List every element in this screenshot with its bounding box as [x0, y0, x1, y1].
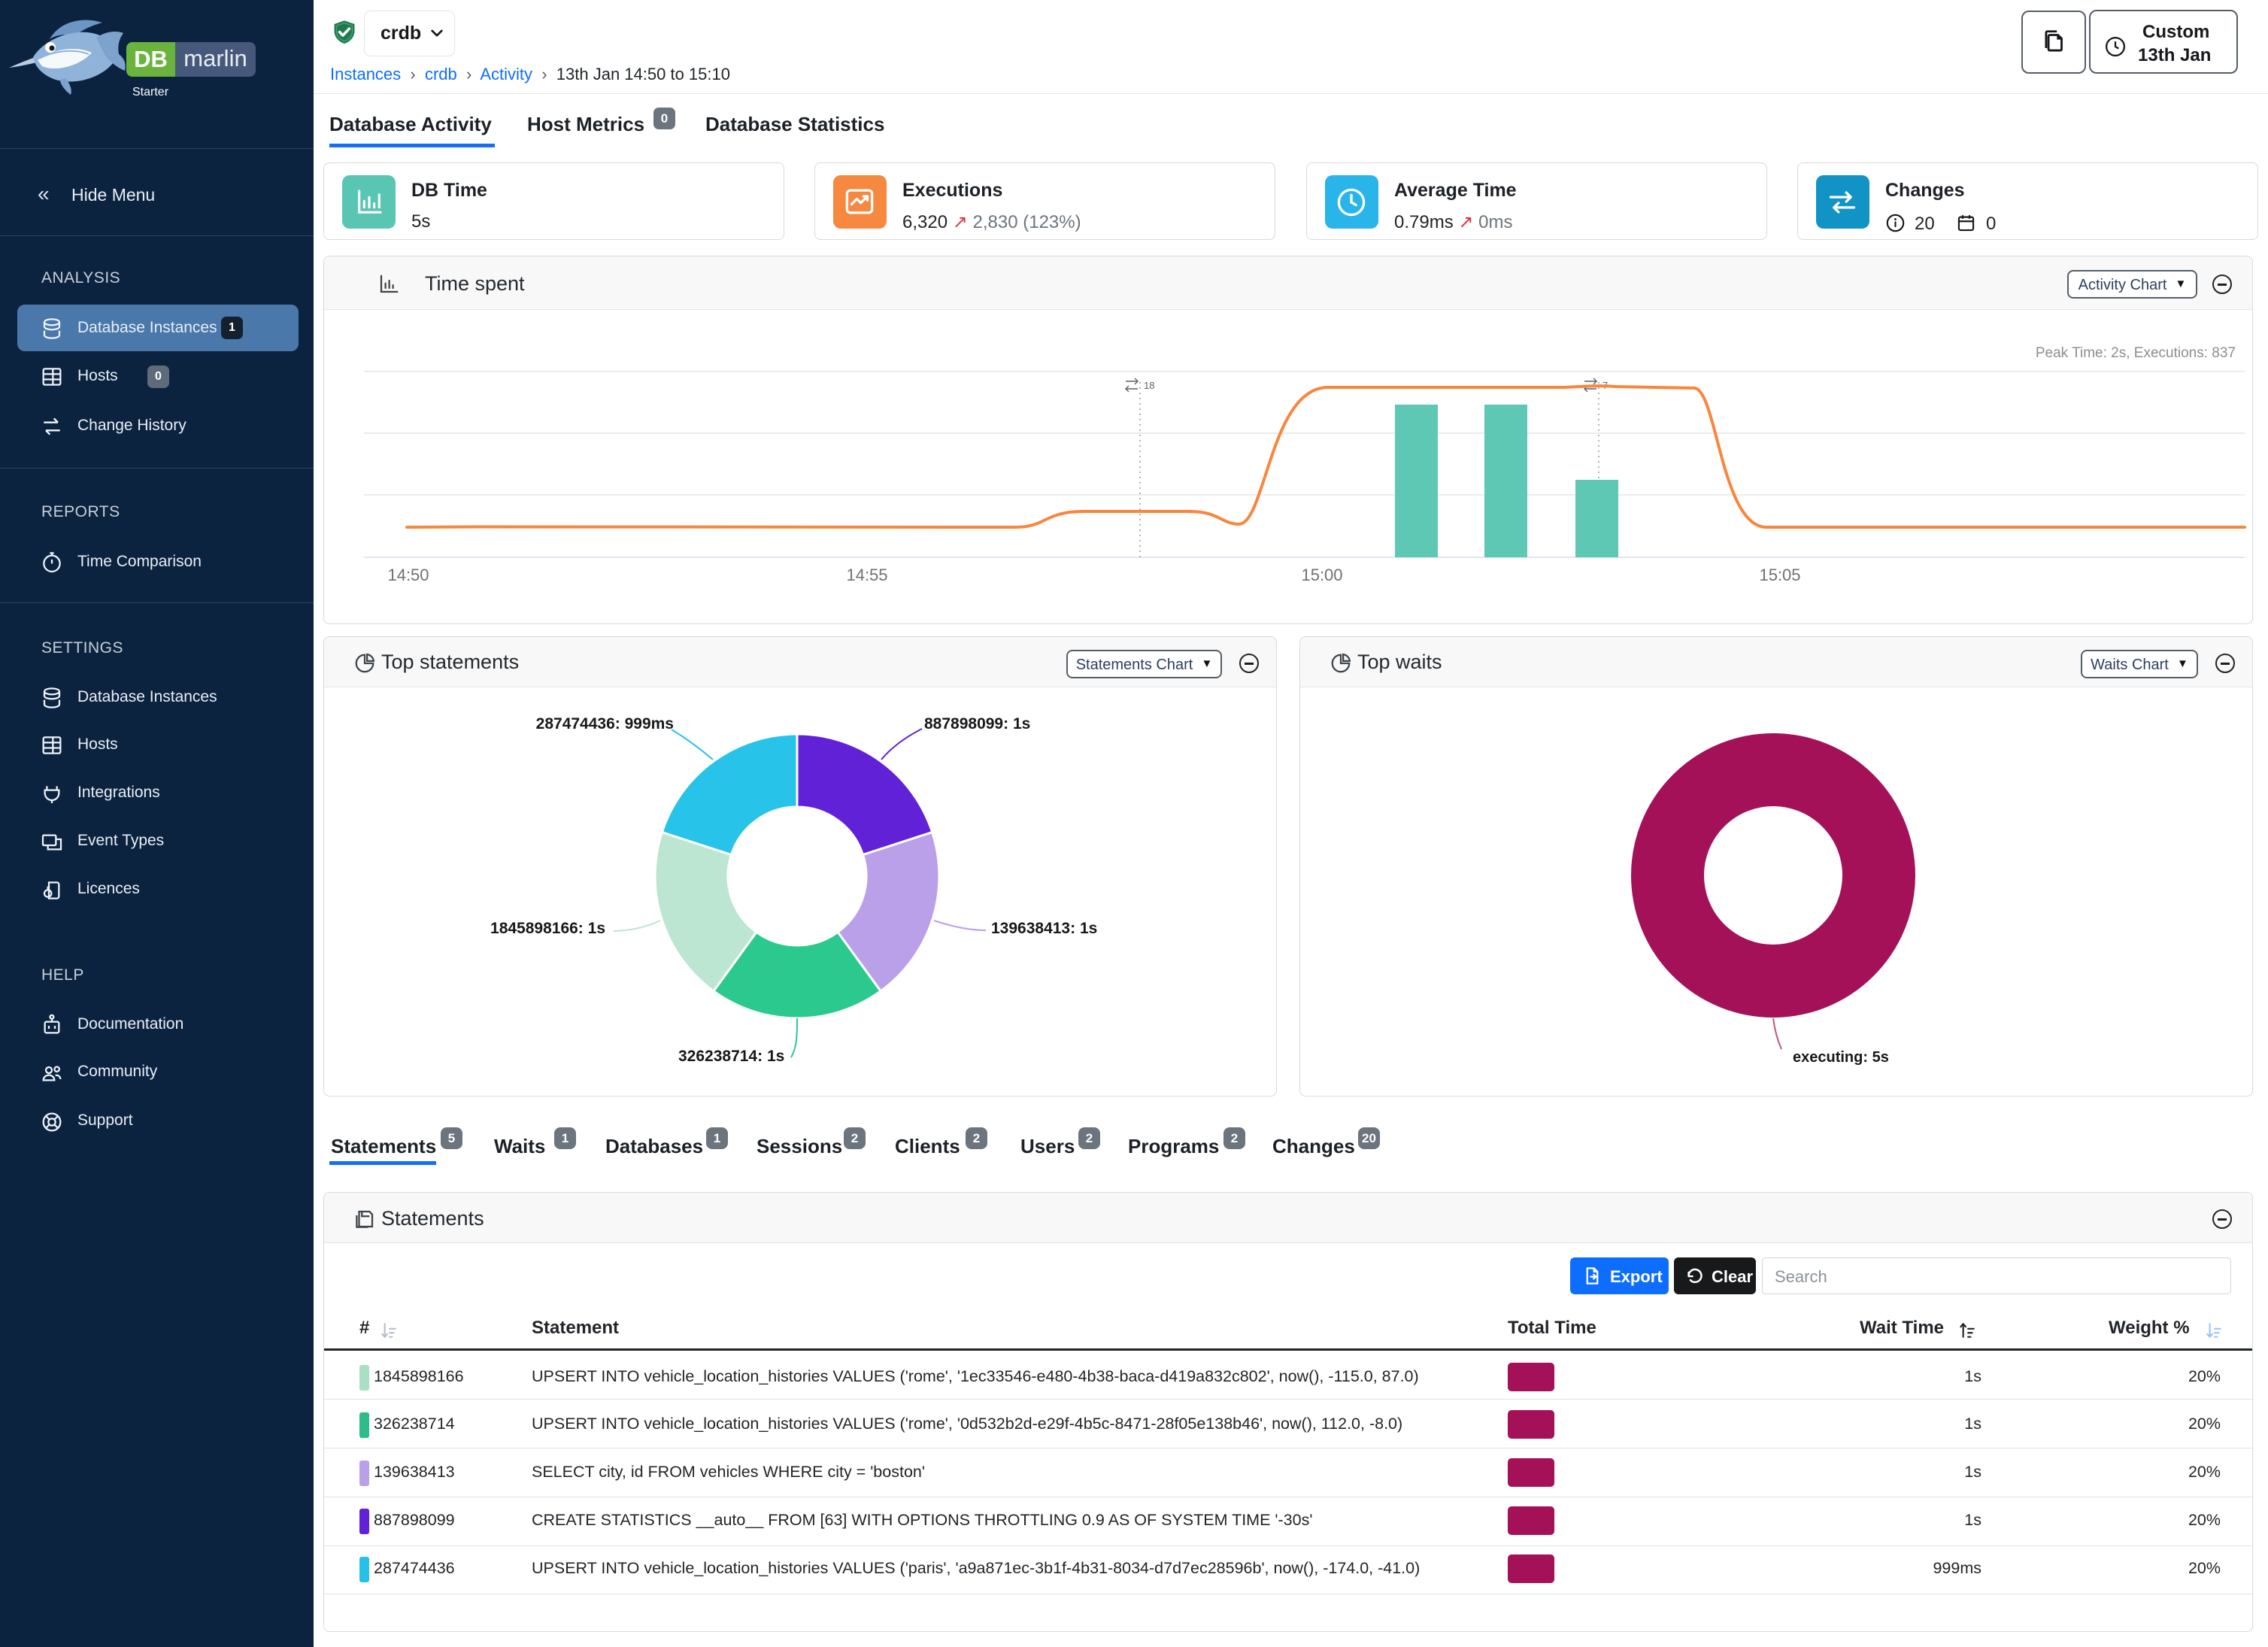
svg-text:14:50: 14:50 — [387, 566, 429, 584]
svg-text:18: 18 — [1144, 380, 1154, 391]
svg-text:15:00: 15:00 — [1301, 566, 1342, 584]
svg-text:15:05: 15:05 — [1759, 566, 1800, 584]
svg-text:14:55: 14:55 — [846, 566, 887, 584]
svg-text:Peak Time: 2s, Executions: 837: Peak Time: 2s, Executions: 837 — [2036, 345, 2236, 361]
